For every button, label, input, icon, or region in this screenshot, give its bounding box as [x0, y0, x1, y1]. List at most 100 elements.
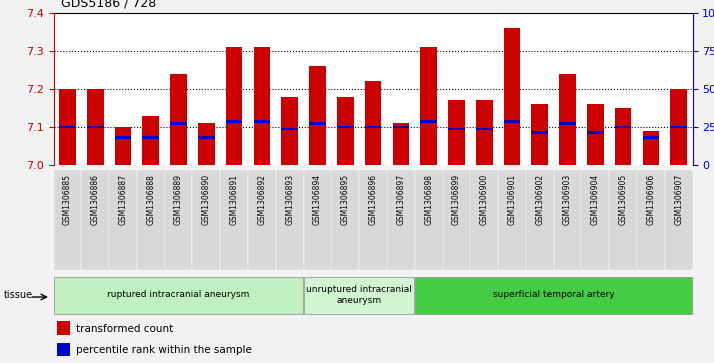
- Text: GSM1306894: GSM1306894: [313, 174, 322, 225]
- Bar: [615, 126, 631, 129]
- Text: transformed count: transformed count: [76, 324, 174, 334]
- Bar: [87, 126, 104, 129]
- Bar: [198, 136, 215, 139]
- Bar: [304, 277, 414, 314]
- Bar: [109, 170, 137, 270]
- Text: GSM1306906: GSM1306906: [646, 174, 655, 225]
- Bar: [581, 170, 609, 270]
- Text: GDS5186 / 728: GDS5186 / 728: [61, 0, 156, 9]
- Text: GSM1306887: GSM1306887: [119, 174, 128, 225]
- Bar: [670, 89, 687, 165]
- Bar: [476, 128, 493, 130]
- Bar: [56, 343, 69, 356]
- Bar: [559, 74, 576, 165]
- Bar: [526, 170, 553, 270]
- Text: GSM1306900: GSM1306900: [480, 174, 488, 225]
- Bar: [59, 126, 76, 129]
- Bar: [498, 170, 526, 270]
- Bar: [165, 170, 193, 270]
- Bar: [615, 108, 631, 165]
- Text: unruptured intracranial
aneurysm: unruptured intracranial aneurysm: [306, 285, 412, 305]
- Bar: [643, 136, 659, 139]
- Bar: [115, 136, 131, 139]
- Bar: [137, 170, 165, 270]
- Text: percentile rank within the sample: percentile rank within the sample: [76, 345, 252, 355]
- Bar: [170, 74, 187, 165]
- Text: GSM1306891: GSM1306891: [230, 174, 238, 225]
- Bar: [56, 322, 69, 335]
- Bar: [226, 120, 243, 123]
- Bar: [559, 122, 576, 125]
- Text: GSM1306904: GSM1306904: [591, 174, 600, 225]
- Bar: [421, 120, 437, 123]
- Text: GSM1306885: GSM1306885: [63, 174, 72, 225]
- Text: GSM1306901: GSM1306901: [508, 174, 516, 225]
- Bar: [276, 170, 303, 270]
- Bar: [337, 126, 353, 129]
- Text: GSM1306898: GSM1306898: [424, 174, 433, 225]
- Bar: [253, 47, 271, 165]
- Bar: [503, 120, 521, 123]
- Bar: [416, 277, 692, 314]
- Bar: [587, 104, 603, 165]
- Text: GSM1306903: GSM1306903: [563, 174, 572, 225]
- Bar: [220, 170, 248, 270]
- Bar: [643, 131, 659, 165]
- Bar: [387, 170, 415, 270]
- Text: GSM1306895: GSM1306895: [341, 174, 350, 225]
- Bar: [54, 277, 303, 314]
- Bar: [415, 170, 443, 270]
- Bar: [143, 116, 159, 165]
- Text: superficial temporal artery: superficial temporal artery: [493, 290, 615, 299]
- Bar: [448, 101, 465, 165]
- Bar: [365, 126, 381, 129]
- Text: GSM1306888: GSM1306888: [146, 174, 155, 225]
- Bar: [193, 170, 220, 270]
- Bar: [609, 170, 637, 270]
- Text: GSM1306889: GSM1306889: [174, 174, 183, 225]
- Bar: [531, 104, 548, 165]
- Bar: [637, 170, 665, 270]
- Bar: [253, 120, 271, 123]
- Bar: [309, 122, 326, 125]
- Text: GSM1306902: GSM1306902: [536, 174, 544, 225]
- Bar: [393, 123, 409, 165]
- Bar: [359, 170, 387, 270]
- Bar: [170, 122, 187, 125]
- Text: GSM1306899: GSM1306899: [452, 174, 461, 225]
- Bar: [531, 131, 548, 134]
- Text: GSM1306905: GSM1306905: [618, 174, 628, 225]
- Bar: [503, 28, 521, 165]
- Bar: [115, 127, 131, 165]
- Bar: [331, 170, 359, 270]
- Text: ruptured intracranial aneurysm: ruptured intracranial aneurysm: [107, 290, 250, 299]
- Bar: [553, 170, 581, 270]
- Text: tissue: tissue: [4, 290, 33, 300]
- Bar: [448, 128, 465, 130]
- Text: GSM1306886: GSM1306886: [91, 174, 100, 225]
- Bar: [476, 101, 493, 165]
- Bar: [143, 136, 159, 139]
- Text: GSM1306897: GSM1306897: [396, 174, 406, 225]
- Bar: [587, 131, 603, 134]
- Bar: [226, 47, 243, 165]
- Bar: [393, 126, 409, 129]
- Text: GSM1306907: GSM1306907: [674, 174, 683, 225]
- Text: GSM1306896: GSM1306896: [368, 174, 378, 225]
- Text: GSM1306893: GSM1306893: [285, 174, 294, 225]
- Bar: [309, 66, 326, 165]
- Bar: [54, 170, 81, 270]
- Bar: [81, 170, 109, 270]
- Bar: [337, 97, 353, 165]
- Bar: [421, 47, 437, 165]
- Text: GSM1306892: GSM1306892: [258, 174, 266, 225]
- Bar: [87, 89, 104, 165]
- Bar: [59, 89, 76, 165]
- Bar: [281, 128, 298, 130]
- Bar: [281, 97, 298, 165]
- Bar: [365, 81, 381, 165]
- Bar: [471, 170, 498, 270]
- Bar: [303, 170, 331, 270]
- Bar: [670, 126, 687, 129]
- Bar: [443, 170, 471, 270]
